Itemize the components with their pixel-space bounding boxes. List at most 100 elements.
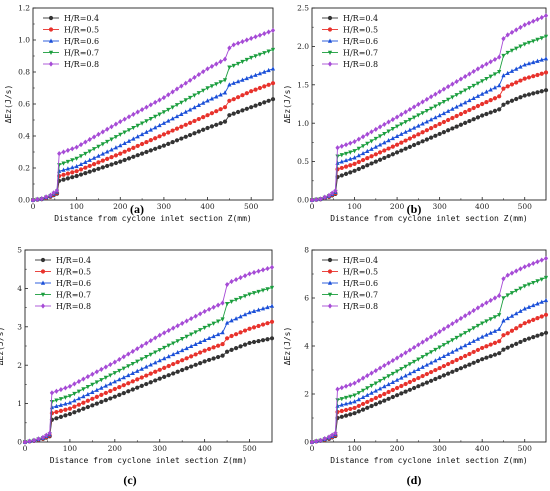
data-point bbox=[103, 390, 108, 396]
data-point bbox=[153, 378, 158, 383]
data-point bbox=[131, 111, 136, 117]
data-point bbox=[187, 120, 193, 125]
data-point bbox=[117, 377, 122, 382]
data-point bbox=[467, 328, 472, 333]
x-axis-label: Distance from cyclone inlet section Z(mm… bbox=[330, 214, 527, 223]
data-point bbox=[526, 262, 532, 268]
data-point bbox=[386, 129, 391, 134]
data-point bbox=[227, 98, 232, 103]
data-point bbox=[270, 66, 276, 71]
legend-marker bbox=[40, 280, 46, 285]
chart-panel-3: 0 100 200 300 400 500 0 1 2 3 4 5 Distance from cycl… bbox=[0, 246, 275, 487]
data-point bbox=[105, 156, 110, 161]
data-point bbox=[339, 408, 344, 414]
data-point bbox=[416, 132, 421, 137]
data-point bbox=[369, 370, 374, 376]
data-point bbox=[192, 74, 197, 81]
data-point bbox=[144, 149, 149, 155]
y-tick-label: 8 bbox=[304, 246, 309, 255]
data-point bbox=[189, 354, 194, 359]
data-point bbox=[162, 365, 167, 370]
x-tick-label: 200 bbox=[113, 202, 128, 211]
data-point bbox=[161, 95, 167, 101]
data-point bbox=[85, 374, 90, 380]
data-point bbox=[433, 376, 438, 382]
data-point bbox=[403, 109, 408, 115]
data-point bbox=[269, 264, 275, 270]
data-point bbox=[475, 323, 481, 329]
data-point bbox=[174, 126, 180, 131]
data-point bbox=[535, 16, 540, 22]
data-point bbox=[446, 128, 451, 133]
data-point bbox=[382, 131, 387, 137]
data-point bbox=[244, 37, 249, 43]
data-point bbox=[157, 332, 162, 338]
data-point bbox=[488, 87, 493, 92]
data-point bbox=[103, 364, 108, 370]
data-point bbox=[171, 361, 176, 367]
data-point bbox=[492, 328, 498, 333]
data-point bbox=[103, 375, 108, 380]
data-point bbox=[235, 109, 241, 115]
data-point bbox=[475, 66, 481, 72]
data-point bbox=[109, 124, 114, 130]
data-point bbox=[318, 196, 323, 202]
data-point bbox=[91, 162, 97, 167]
data-point bbox=[249, 74, 254, 79]
data-point bbox=[399, 391, 404, 396]
data-point bbox=[514, 27, 519, 33]
data-point bbox=[220, 353, 225, 358]
data-point bbox=[458, 76, 464, 82]
data-point bbox=[416, 123, 421, 128]
data-point bbox=[229, 299, 234, 304]
data-point bbox=[475, 358, 481, 364]
data-point bbox=[386, 153, 391, 159]
data-point bbox=[471, 307, 476, 314]
data-point bbox=[475, 93, 481, 98]
data-point bbox=[229, 278, 234, 285]
data-point bbox=[96, 144, 101, 149]
data-point bbox=[497, 70, 502, 75]
data-point bbox=[492, 340, 498, 345]
data-point bbox=[87, 157, 92, 162]
data-point bbox=[339, 414, 344, 419]
legend-entry: H/R=0.7 bbox=[343, 290, 378, 299]
data-point bbox=[96, 160, 101, 165]
data-point bbox=[497, 351, 502, 356]
y-tick-label: 0.4 bbox=[18, 132, 30, 141]
data-point bbox=[262, 84, 267, 89]
data-point bbox=[76, 408, 81, 413]
data-point bbox=[144, 104, 149, 110]
x-tick-label: 200 bbox=[108, 444, 123, 453]
data-point bbox=[135, 385, 140, 390]
data-point bbox=[126, 364, 131, 369]
data-point bbox=[227, 82, 232, 87]
data-point bbox=[83, 165, 88, 170]
data-point bbox=[30, 197, 36, 203]
data-point bbox=[539, 14, 544, 21]
series-H/R=0.8 bbox=[30, 27, 276, 203]
data-point bbox=[458, 315, 464, 321]
data-point bbox=[121, 354, 126, 360]
data-point bbox=[166, 92, 171, 98]
data-point bbox=[458, 102, 464, 107]
data-point bbox=[139, 121, 145, 126]
data-point bbox=[240, 108, 245, 113]
data-point bbox=[171, 371, 176, 376]
data-point bbox=[505, 345, 510, 350]
data-point bbox=[522, 76, 527, 81]
data-point bbox=[348, 150, 353, 155]
data-point bbox=[90, 371, 95, 377]
data-point bbox=[148, 362, 153, 367]
data-point bbox=[501, 296, 506, 301]
data-point bbox=[231, 63, 236, 69]
data-point bbox=[450, 81, 455, 87]
data-point bbox=[166, 373, 171, 378]
data-point bbox=[514, 341, 519, 346]
data-point bbox=[90, 403, 95, 408]
data-point bbox=[193, 362, 198, 367]
data-point bbox=[399, 148, 404, 153]
data-point bbox=[407, 347, 412, 353]
data-point bbox=[369, 161, 374, 166]
